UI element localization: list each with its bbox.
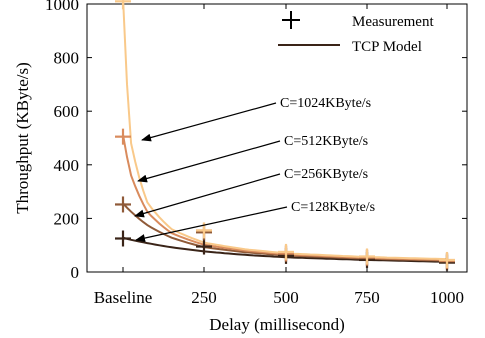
- measurement-markers: [115, 0, 455, 271]
- legend-measurement-label: Measurement: [352, 14, 434, 30]
- measurement-point: [439, 251, 455, 268]
- measurement-point: [359, 248, 375, 265]
- plot-area-frame: [86, 3, 468, 273]
- legend-model-label: TCP Model: [352, 39, 422, 55]
- x-tick-label: Baseline: [94, 288, 153, 307]
- measurement-point: [115, 196, 131, 213]
- legend: Measurement TCP Model: [278, 11, 434, 55]
- y-axis-label: Throughput (KByte/s): [13, 62, 32, 214]
- x-tick-label: 500: [273, 288, 299, 307]
- capacity-annotations: C=1024KByte/s C=512KByte/s C=256KByte/s C=1…: [134, 96, 375, 242]
- x-tick-label: 1000: [430, 288, 464, 307]
- annotation-label: C=1024KByte/s: [280, 96, 371, 111]
- y-tick-label: 400: [54, 156, 80, 175]
- legend-measurement-marker: [282, 11, 300, 29]
- y-tick-label: 0: [71, 263, 80, 282]
- annotation-label: C=512KByte/s: [284, 134, 368, 149]
- annotation-arrow: [137, 140, 281, 183]
- model-curve: [122, 134, 448, 261]
- x-axis: Baseline 250 500 750 1000: [94, 4, 464, 307]
- annotation-label: C=256KByte/s: [284, 167, 368, 182]
- measurement-point: [278, 243, 294, 260]
- x-tick-label: 750: [354, 288, 380, 307]
- y-tick-label: 1000: [45, 0, 79, 14]
- annotation-arrow: [141, 102, 277, 142]
- y-tick-label: 600: [54, 102, 80, 121]
- y-axis: 0 200 400 600 800 1000: [45, 0, 467, 282]
- x-tick-label: 250: [191, 288, 217, 307]
- y-tick-label: 200: [54, 209, 80, 228]
- y-tick-label: 800: [54, 49, 80, 68]
- measurement-point: [115, 0, 131, 10]
- x-axis-label: Delay (millisecond): [209, 315, 345, 334]
- annotation-arrow: [135, 206, 288, 242]
- measurement-point: [196, 238, 212, 255]
- annotation-label: C=128KByte/s: [291, 200, 375, 215]
- measurement-point: [115, 230, 131, 247]
- annotation-arrow: [134, 173, 281, 218]
- measurement-point: [115, 128, 131, 145]
